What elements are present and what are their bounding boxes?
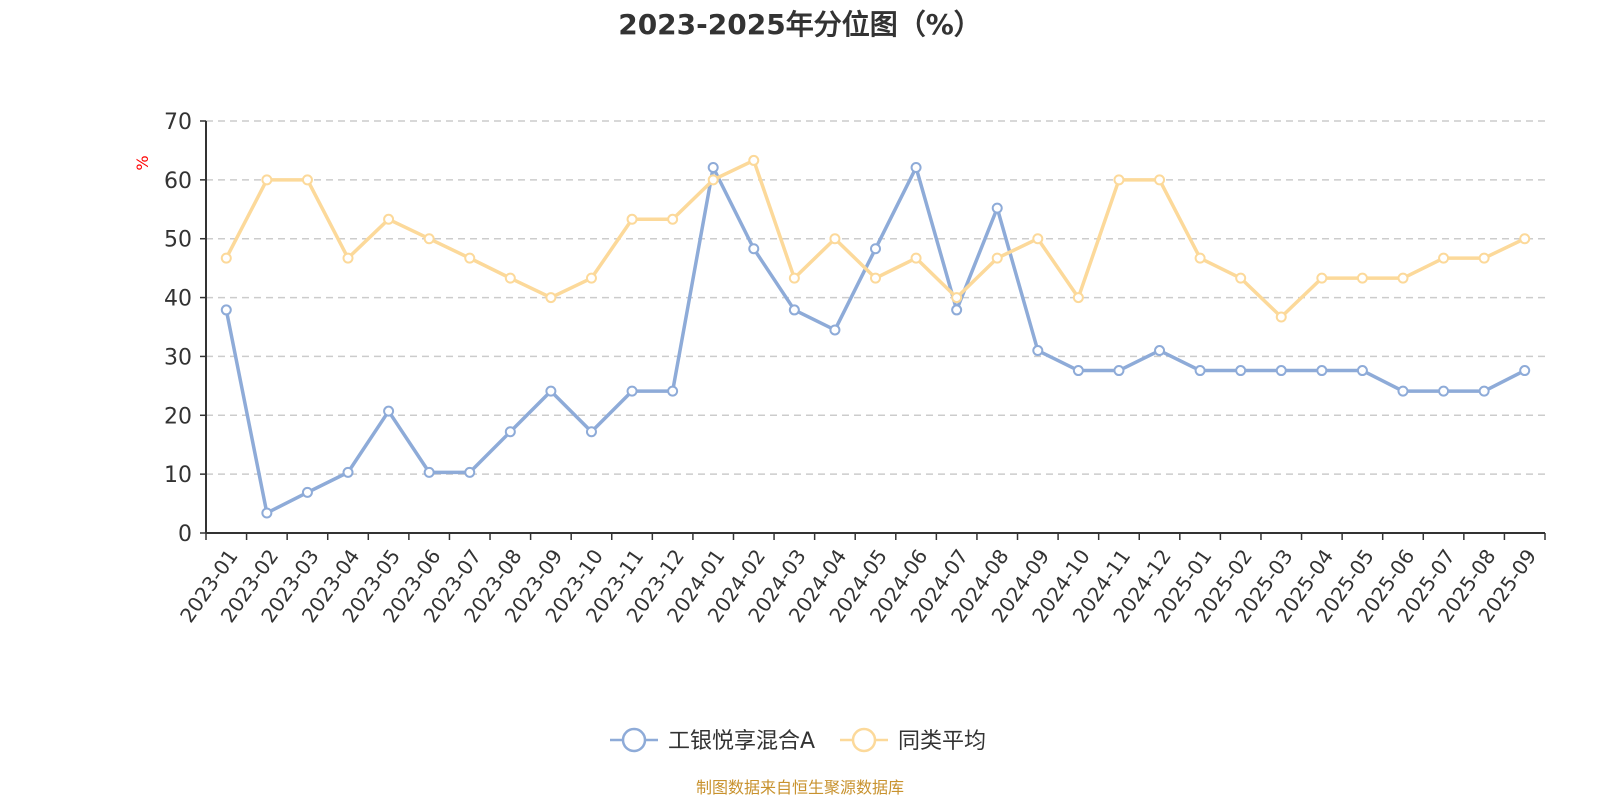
series-line [224,158,1527,319]
legend-item[interactable]: 同类平均 [840,727,986,754]
y-tick-label: 70 [164,110,192,135]
data-point[interactable] [1235,365,1247,377]
data-point[interactable] [545,292,557,304]
data-point[interactable] [870,272,881,284]
series-1 [220,161,1531,519]
y-tick-label: 50 [164,228,192,253]
legend-item[interactable]: 工银悦享混合A [610,727,815,754]
data-point[interactable] [1113,174,1125,186]
data-point[interactable] [1072,292,1084,304]
data-point[interactable] [383,213,395,225]
data-point[interactable] [220,304,232,316]
data-point[interactable] [301,174,313,186]
data-point[interactable] [667,385,679,397]
legend-marker-icon [851,727,877,753]
data-point[interactable] [464,466,476,478]
data-point[interactable] [1478,252,1490,264]
series-2 [220,154,1531,323]
data-point[interactable] [342,466,354,478]
data-point[interactable] [1438,385,1450,397]
data-point[interactable] [991,202,1003,214]
data-point[interactable] [1154,345,1166,357]
data-point[interactable] [1519,365,1531,377]
y-tick-label: 40 [164,287,192,312]
data-point[interactable] [301,486,313,498]
data-point[interactable] [423,233,435,245]
chart-title: 2023-2025年分位图（%） [618,8,982,41]
data-point[interactable] [788,272,800,284]
legend-marker-icon [621,727,647,753]
data-point[interactable] [667,213,679,225]
data-point[interactable] [1316,272,1328,284]
data-point[interactable] [1072,365,1084,377]
data-point[interactable] [1113,365,1125,377]
data-point[interactable] [951,292,963,304]
legend-label: 同类平均 [898,729,986,754]
data-point[interactable] [261,507,273,519]
data-point[interactable] [1478,385,1490,397]
y-tick-label: 60 [164,169,192,194]
data-point[interactable] [585,272,597,284]
legend: 工银悦享混合A 同类平均 [610,727,986,754]
data-point[interactable] [829,324,841,336]
data-point[interactable] [585,426,597,438]
source-note: 制图数据来自恒生聚源数据库 [696,778,904,797]
data-point[interactable] [464,252,476,264]
data-point[interactable] [1519,233,1531,245]
data-point[interactable] [504,426,516,438]
data-point[interactable] [1316,365,1328,377]
y-axis-unit: % [133,155,152,170]
data-point[interactable] [1275,311,1287,323]
data-point[interactable] [991,252,1003,264]
data-point[interactable] [1032,345,1044,357]
data-point[interactable] [870,243,881,255]
y-tick-label: 0 [178,522,192,547]
data-point[interactable] [1397,272,1409,284]
data-point[interactable] [1194,365,1206,377]
data-point[interactable] [504,272,516,284]
legend-label: 工银悦享混合A [668,729,815,754]
data-point[interactable] [383,405,395,417]
data-point[interactable] [1235,272,1247,284]
series-line [224,165,1527,515]
data-point[interactable] [910,252,922,264]
grid-lines [206,120,1545,475]
data-point[interactable] [1397,385,1409,397]
data-point[interactable] [788,304,800,316]
data-point[interactable] [342,252,354,264]
data-point[interactable] [1154,174,1166,186]
data-point[interactable] [748,154,760,166]
data-point[interactable] [707,161,719,173]
axes: 0102030405060702023-012023-022023-032023… [164,110,1546,627]
data-point[interactable] [1356,365,1368,377]
y-tick-label: 10 [164,463,192,488]
series-lines [220,154,1531,519]
data-point[interactable] [626,213,638,225]
data-point[interactable] [1194,252,1206,264]
data-point[interactable] [748,243,760,255]
y-tick-label: 30 [164,345,192,370]
data-point[interactable] [1438,252,1450,264]
data-point[interactable] [829,233,841,245]
data-point[interactable] [545,385,557,397]
data-point[interactable] [423,466,435,478]
data-point[interactable] [707,174,719,186]
data-point[interactable] [910,161,922,173]
data-point[interactable] [1356,272,1368,284]
data-point[interactable] [1275,365,1287,377]
data-point[interactable] [626,385,638,397]
y-tick-label: 20 [164,404,192,429]
data-point[interactable] [220,252,232,264]
data-point[interactable] [261,174,273,186]
data-point[interactable] [951,304,963,316]
data-point[interactable] [1032,233,1044,245]
